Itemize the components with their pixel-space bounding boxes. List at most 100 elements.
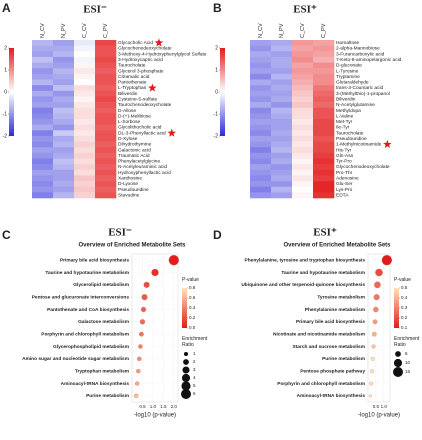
heatmap-cell <box>250 181 272 188</box>
heatmap-cell <box>313 147 335 154</box>
heatmap-cell <box>250 135 272 142</box>
heatmap-cell <box>74 73 96 80</box>
heatmap-cell <box>32 85 54 92</box>
heatmap-cell <box>32 56 54 63</box>
category-label: Phenylalanine, tyrosine and tryptophan b… <box>245 257 366 263</box>
heatmap-cell <box>95 79 117 86</box>
dot <box>371 344 376 349</box>
heatmap-cell <box>74 181 96 188</box>
heatmap-cell <box>74 90 96 97</box>
color-legend-title: P-value <box>182 277 199 283</box>
heatmap-cell <box>95 45 117 52</box>
heatmap-cell <box>95 152 117 159</box>
category-label: Primary bile acid biosynthesis <box>296 319 365 325</box>
heatmap-cell <box>53 147 75 154</box>
dot <box>139 319 146 325</box>
heatmap-cell <box>250 73 272 80</box>
row-label: Gln-Asn <box>336 153 354 159</box>
category-label: Pentose and glucuronate interconversions <box>32 294 130 300</box>
size-legend-title: Enrichment Ratio <box>394 336 420 348</box>
colorbar-label: 0.0 <box>189 325 196 330</box>
size-legend-dot <box>183 359 189 365</box>
panel-title: ESI⁻ <box>83 4 107 16</box>
heatmap-cell <box>292 107 314 114</box>
colorbar-label: -2 <box>214 133 219 139</box>
heatmap-cell <box>292 56 314 63</box>
heatmap-cell <box>271 147 293 154</box>
row-label: Pro-Thr <box>336 170 353 176</box>
heatmap-cell <box>53 56 75 63</box>
row-label: Pseudouridine <box>336 136 367 142</box>
dot <box>168 255 179 266</box>
heatmap-cell <box>313 40 335 46</box>
heatmap-cell <box>271 186 293 193</box>
heatmap-cell <box>313 85 335 92</box>
size-legend-label: 15 <box>405 369 411 374</box>
heatmap-cell <box>250 152 272 159</box>
heatmap-cell <box>74 102 96 109</box>
size-legend-label: 10 <box>405 360 411 365</box>
row-label: 3-Hydroxycapric acid <box>118 57 163 63</box>
dot <box>133 393 139 399</box>
heatmap-cell <box>313 107 335 114</box>
heatmap-cell <box>271 152 293 159</box>
category-label: Pantothenate and CoA biosynthesis <box>47 307 129 313</box>
row-label: Citramalic acid <box>118 74 150 80</box>
panel-label: A <box>2 1 11 15</box>
heatmap-cell <box>95 96 117 103</box>
row-label: Biliverdin <box>118 91 138 97</box>
colorbar-label: 2 <box>4 45 7 51</box>
heatmap-cell <box>250 85 272 92</box>
column-label: C_PV <box>103 23 109 38</box>
heatmap-cell <box>271 158 293 165</box>
heatmap-cell <box>95 175 117 182</box>
row-label: Pantothenate <box>118 80 147 86</box>
heatmap-cell <box>313 181 335 188</box>
heatmap-cell <box>271 85 293 92</box>
category-label: Phenylalanine metabolism <box>305 307 365 313</box>
heatmap-cell <box>271 51 293 58</box>
heatmap-cell <box>292 119 314 125</box>
heatmap-cell <box>32 73 54 80</box>
row-label: Xanthosine <box>118 176 142 182</box>
size-legend-title: Enrichment Ratio <box>182 336 208 348</box>
heatmap-cell <box>32 186 54 193</box>
highlight-star <box>167 128 177 137</box>
heatmap-cell <box>292 130 314 137</box>
x-tick-label: 0.5 <box>373 404 380 409</box>
x-axis-label: -log10 (p-value) <box>358 413 400 419</box>
colorbar <box>9 48 14 136</box>
row-label: Glycocholic Acid <box>118 40 153 46</box>
heatmap-cell <box>250 119 272 125</box>
category-label: Primary bile acid biosynthesis <box>60 257 129 263</box>
row-label: 3-Furancarboxylic acid <box>336 51 385 57</box>
category-label: Amino sugar and nucleotide sugar metabol… <box>22 356 129 362</box>
chart-subtitle: Overview of Enriched Metabolite Sets <box>78 243 186 249</box>
colorbar-label: 0.2 <box>401 315 408 320</box>
heatmap-cell <box>74 113 96 120</box>
category-label: Porphyrin and chlorophyll metabolism <box>41 331 129 337</box>
heatmap-cell <box>53 119 75 125</box>
heatmap-cell <box>292 158 314 165</box>
x-tick-label: 1.5 <box>160 404 167 409</box>
row-label: Traumatic Acid <box>118 153 150 159</box>
heatmap-cell <box>313 141 335 148</box>
heatmap-cell <box>250 164 272 171</box>
heatmap-cell <box>32 96 54 103</box>
heatmap-cell <box>292 141 314 148</box>
column-label: N_CV <box>40 23 46 38</box>
row-label: Glycolithocholic acid <box>118 125 162 131</box>
heatmap-cell <box>250 169 272 176</box>
heatmap-cell <box>271 107 293 114</box>
panel-title: ESI⁺ <box>313 227 337 239</box>
dot <box>137 356 142 362</box>
row-label: Lys-Pro <box>336 187 353 193</box>
heatmap-cell <box>32 130 54 137</box>
heatmap-cell <box>74 124 96 131</box>
heatmap-cell <box>53 192 75 199</box>
category-label: Pentose phosphate pathway <box>300 368 365 374</box>
heatmap-cell <box>292 192 314 199</box>
heatmap-cell <box>32 68 54 75</box>
row-label: DL-3-Phenyllactic acid <box>118 130 166 136</box>
